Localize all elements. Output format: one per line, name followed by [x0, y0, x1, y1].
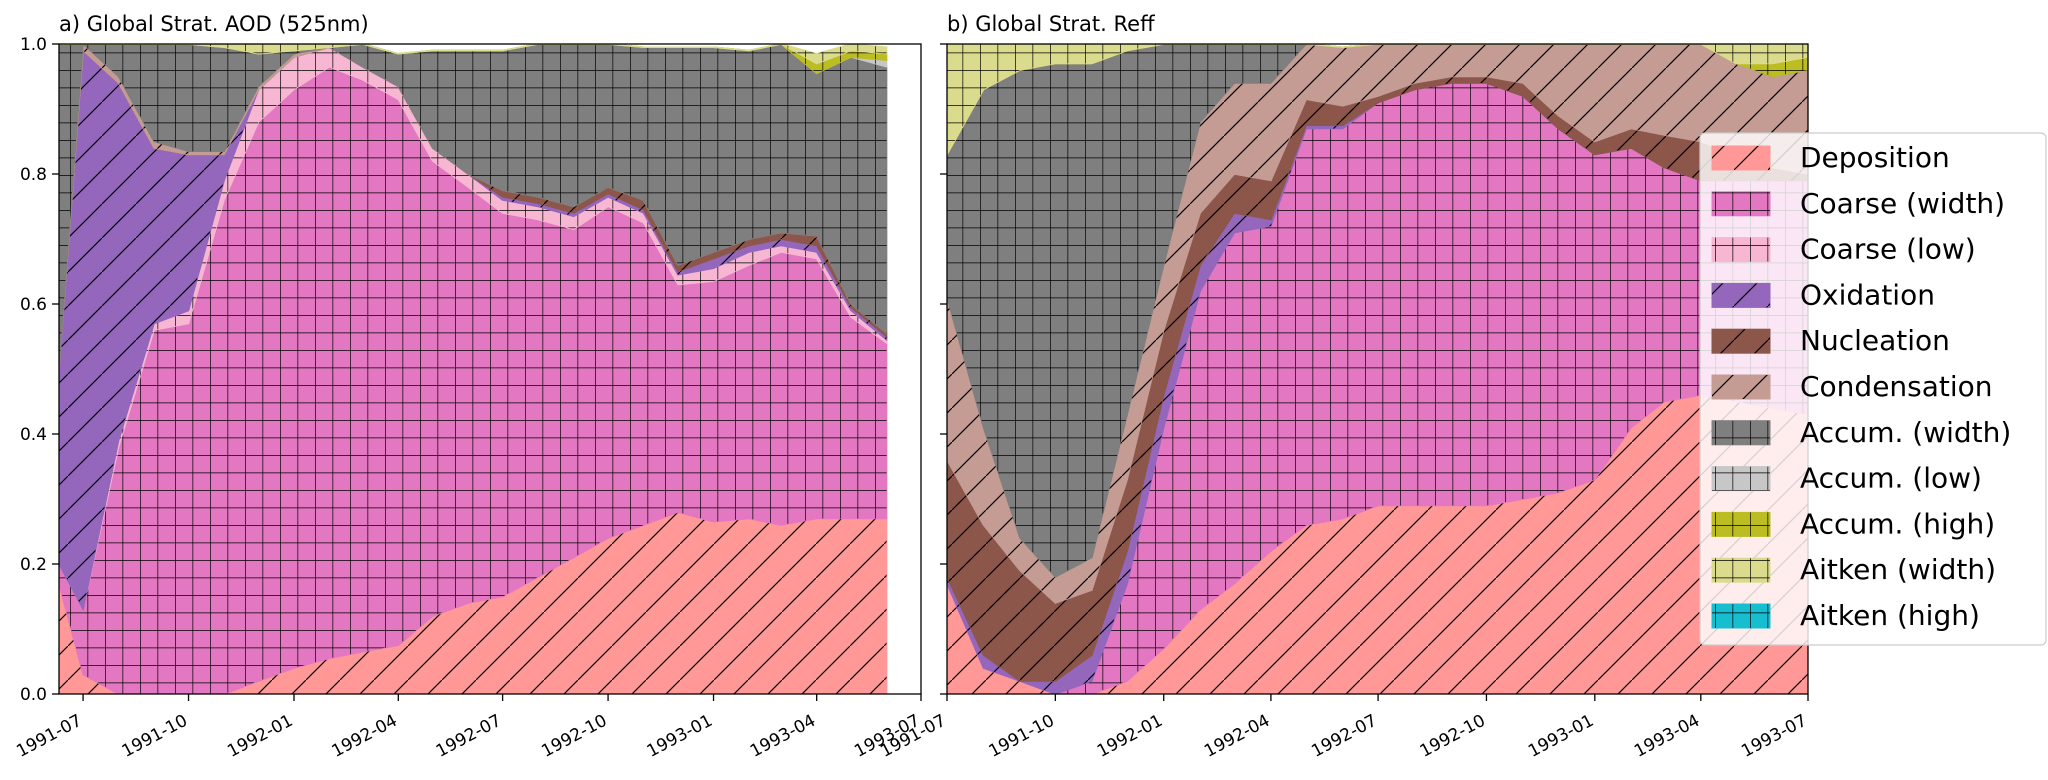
legend-label: Condensation [1800, 370, 1993, 403]
x-tick-label: 1992-07 [433, 711, 505, 762]
x-tick-label: 1992-04 [1201, 711, 1273, 762]
legend-item-coarse-width: Coarse (width) [1711, 187, 2005, 220]
legend: Deposition Coarse (width) Coarse (low) Oxid… [1699, 132, 2047, 646]
panel-a-y-axis: 0.0 0.2 0.4 0.6 0.8 1.0 [20, 35, 59, 705]
x-tick-label: 1993-01 [644, 711, 716, 762]
x-tick-label: 1992-04 [329, 711, 401, 762]
panel-b: b) Global Strat. Reff 1991-07 1991-10 1992… [877, 12, 1810, 762]
panel-a: a) Global Strat. AOD (525nm) 0.00.20.40.… [13, 12, 923, 762]
x-tick-label: 1993-07 [1738, 711, 1810, 762]
legend-item-deposition: Deposition [1711, 141, 1950, 174]
legend-label: Oxidation [1800, 278, 1935, 311]
legend-label: Deposition [1800, 141, 1950, 174]
legend-label: Accum. (high) [1800, 507, 1995, 540]
area-aitken-width [947, 44, 1808, 157]
legend-item-aitken-width: Aitken (width) [1711, 553, 1996, 586]
panel-a-title: a) Global Strat. AOD (525nm) [59, 12, 369, 36]
x-tick-label: 1993-01 [1525, 711, 1597, 762]
legend-box [1699, 132, 2047, 646]
panel-b-title: b) Global Strat. Reff [947, 12, 1155, 36]
x-tick-label: 1992-07 [1308, 711, 1380, 762]
panel-b-x-axis: 1991-07 1991-10 1992-01 1992-04 1992-07 1992-… [877, 694, 1810, 762]
x-tick-label: 1992-10 [1417, 711, 1489, 762]
legend-label: Aitken (width) [1800, 553, 1996, 586]
x-tick-label: 1991-10 [986, 711, 1058, 762]
legend-label: Nucleation [1800, 324, 1950, 357]
panel-b-areas [947, 44, 1808, 694]
panel-b-y-axis [940, 43, 947, 695]
legend-item-accum-low: Accum. (low) [1711, 462, 1982, 495]
legend-item-condensation: Condensation [1711, 370, 1993, 403]
area-aitken-width [59, 44, 888, 65]
panel-a-areas [59, 44, 888, 694]
y-tick-label: 0.6 [20, 295, 47, 315]
y-tick-label: 0.2 [20, 555, 47, 575]
y-tick-label: 0.8 [20, 165, 47, 185]
x-tick-label: 1993-04 [747, 711, 819, 762]
legend-item-accum-width: Accum. (width) [1711, 416, 2011, 449]
legend-label: Accum. (width) [1800, 416, 2011, 449]
legend-label: Coarse (width) [1800, 187, 2005, 220]
x-tick-label: 1992-01 [1094, 711, 1166, 762]
panel-a-frame [58, 43, 922, 695]
x-tick-label: 1992-10 [538, 711, 610, 762]
x-tick-label: 1992-01 [224, 711, 296, 762]
legend-item-oxidation: Oxidation [1711, 278, 1935, 311]
x-tick-label: 1991-07 [13, 711, 85, 762]
legend-label: Accum. (low) [1800, 462, 1982, 495]
y-tick-label: 0.4 [20, 425, 47, 445]
x-tick-label: 1991-10 [119, 711, 191, 762]
legend-item-aitken-high: Aitken (high) [1711, 599, 1980, 632]
legend-label: Aitken (high) [1800, 599, 1980, 632]
x-tick-label: 1993-04 [1631, 711, 1703, 762]
legend-item-accum-high: Accum. (high) [1711, 507, 1995, 540]
legend-item-nucleation: Nucleation [1711, 324, 1950, 357]
legend-item-coarse-low: Coarse (low) [1711, 233, 1976, 266]
y-tick-label: 0.0 [20, 685, 47, 705]
y-tick-label: 1.0 [20, 35, 47, 55]
legend-label: Coarse (low) [1800, 233, 1976, 266]
panel-a-x-axis: 1991-07 1991-10 1992-01 1992-04 1992-07 1992-… [13, 694, 923, 762]
